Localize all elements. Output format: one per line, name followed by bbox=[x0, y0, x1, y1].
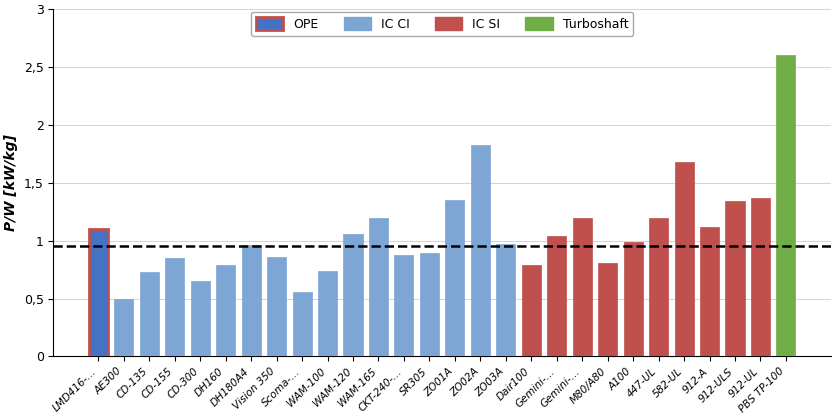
Bar bbox=[496, 244, 515, 357]
Bar bbox=[726, 201, 745, 357]
Bar bbox=[267, 257, 286, 357]
Bar bbox=[216, 265, 235, 357]
Bar bbox=[420, 253, 439, 357]
Bar bbox=[751, 198, 770, 357]
Bar bbox=[343, 234, 362, 357]
Bar bbox=[547, 236, 566, 357]
Bar bbox=[573, 217, 592, 357]
Bar bbox=[394, 255, 413, 357]
Bar bbox=[292, 292, 311, 357]
Bar bbox=[598, 263, 617, 357]
Bar bbox=[114, 298, 134, 357]
Bar bbox=[675, 162, 694, 357]
Bar bbox=[445, 200, 464, 357]
Bar bbox=[89, 229, 108, 357]
Bar bbox=[190, 281, 210, 357]
Bar bbox=[649, 217, 668, 357]
Bar bbox=[318, 271, 337, 357]
Bar bbox=[165, 258, 185, 357]
Bar bbox=[522, 265, 541, 357]
Bar bbox=[700, 227, 719, 357]
Legend: OPE, IC CI, IC SI, Turboshaft: OPE, IC CI, IC SI, Turboshaft bbox=[250, 12, 634, 36]
Bar bbox=[369, 217, 388, 357]
Bar bbox=[241, 245, 261, 357]
Y-axis label: P/W [kW/kg]: P/W [kW/kg] bbox=[4, 134, 18, 231]
Bar bbox=[777, 55, 796, 357]
Bar bbox=[624, 242, 643, 357]
Bar bbox=[139, 272, 159, 357]
Bar bbox=[471, 145, 490, 357]
